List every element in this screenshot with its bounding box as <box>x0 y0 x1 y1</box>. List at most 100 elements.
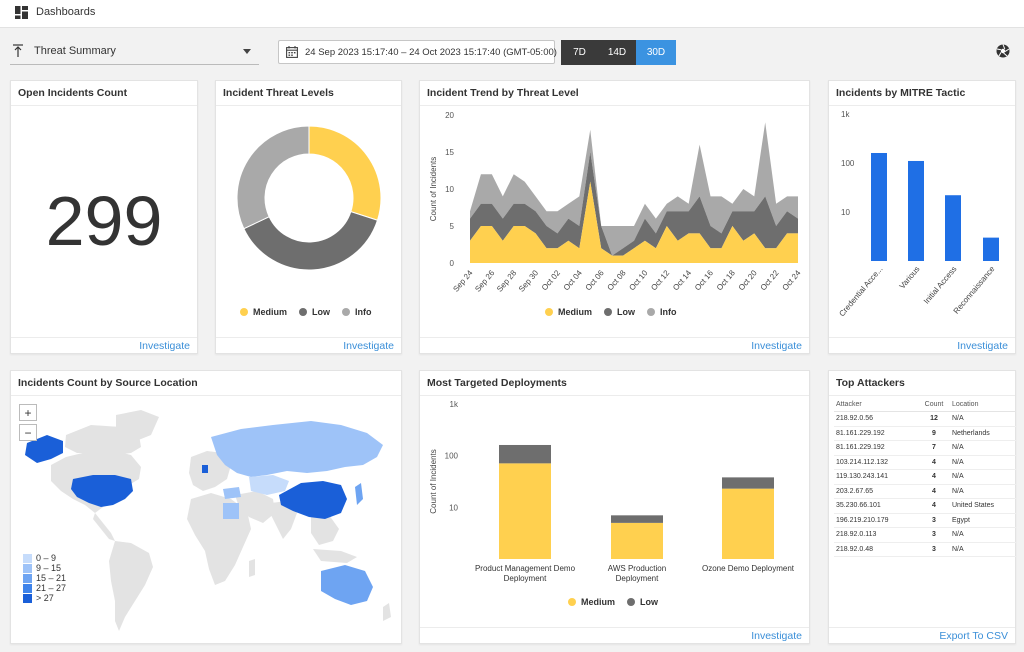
column-header[interactable]: Location <box>952 401 979 408</box>
legend-swatch <box>23 583 32 593</box>
zoom-in-button[interactable]: + <box>19 404 37 421</box>
threat-levels-panel: Incident Threat Levels Medium Low Info I… <box>215 80 402 354</box>
chevron-down-icon <box>243 49 251 54</box>
x-tick-label: Initial Access <box>922 265 959 306</box>
x-tick-label: Oct 08 <box>606 268 628 292</box>
donut-slice-info <box>236 125 310 230</box>
indonesia-shape <box>313 549 357 563</box>
area-series-low <box>470 152 798 256</box>
legend-label: Medium <box>581 597 616 607</box>
range-7d-button[interactable]: 7D <box>561 40 598 65</box>
legend-item-info[interactable]: Info <box>342 307 372 317</box>
y-tick-label: 10 <box>445 185 454 194</box>
legend-item-low[interactable]: Low <box>299 307 330 317</box>
world-map <box>25 410 391 631</box>
table-row[interactable]: 103.214.112.132 4 N/A <box>834 456 1016 470</box>
legend-dot <box>342 308 351 316</box>
x-tick-label: AWS Production <box>608 564 666 573</box>
donut-legend: Medium Low Info <box>240 307 384 317</box>
table-row[interactable]: 218.92.0.48 3 N/A <box>834 543 1016 557</box>
world-map-land <box>51 410 391 631</box>
area-series-info <box>470 122 798 256</box>
camera-aperture-icon[interactable] <box>996 44 1010 58</box>
table-row[interactable]: 81.161.229.192 7 N/A <box>834 441 1016 456</box>
app-title[interactable]: Dashboards <box>36 6 96 18</box>
alaska-shape <box>25 435 63 463</box>
panel-title: Top Attackers <box>836 377 905 389</box>
bar-segment-medium <box>722 488 774 559</box>
y-tick-label: 100 <box>445 452 459 461</box>
x-tick-label: Oct 02 <box>540 268 562 292</box>
investigate-link[interactable]: Investigate <box>139 340 190 352</box>
attacker-ip: 218.92.0.48 <box>836 545 873 553</box>
table-row[interactable]: 218.92.0.56 12 N/A <box>834 412 1016 427</box>
table-row[interactable]: 119.130.243.141 4 N/A <box>834 470 1016 485</box>
controls-row: Threat Summary 24 Sep 2023 15:17:40 – 24… <box>0 38 1024 68</box>
range-30d-button[interactable]: 30D <box>636 40 676 65</box>
attack-count: 9 <box>932 429 936 437</box>
x-tick-label: Oct 22 <box>759 268 781 292</box>
investigate-link[interactable]: Investigate <box>343 340 394 352</box>
threat-levels-donut-chart <box>236 125 382 271</box>
legend-item-medium[interactable]: Medium <box>568 597 615 607</box>
legend-dot <box>604 308 613 316</box>
panel-title: Incidents by MITRE Tactic <box>836 87 966 99</box>
attack-count: 4 <box>932 487 936 495</box>
attacker-ip: 196.219.210.179 <box>836 516 889 524</box>
range-14d-button[interactable]: 14D <box>598 40 636 65</box>
legend-item-info[interactable]: Info <box>647 307 677 317</box>
bar-segment-low <box>611 515 663 523</box>
column-header[interactable]: Attacker <box>836 401 862 408</box>
legend-item-low[interactable]: Low <box>627 597 658 607</box>
table-row[interactable]: 81.161.229.192 9 Netherlands <box>834 427 1016 441</box>
attack-count: 4 <box>932 502 936 510</box>
legend-item-medium[interactable]: Medium <box>545 307 592 317</box>
panel-title: Most Targeted Deployments <box>427 377 567 389</box>
legend-item-low[interactable]: Low <box>604 307 635 317</box>
zoom-out-button[interactable]: − <box>19 424 37 441</box>
y-tick-label: 100 <box>841 159 855 168</box>
panel-title: Open Incidents Count <box>18 87 128 99</box>
dashboard-grid-icon <box>15 6 28 19</box>
x-tick-label: Ozone Demo Deployment <box>702 564 795 573</box>
table-row[interactable]: 35.230.66.101 4 United States <box>834 499 1016 514</box>
attackers-table: Attacker Count Location 218.92.0.56 12 N/A… <box>834 398 1016 557</box>
divider <box>420 395 809 396</box>
x-tick-label: Oct 18 <box>715 268 737 292</box>
attacker-ip: 81.161.229.192 <box>836 429 885 437</box>
russia-shape <box>211 421 383 477</box>
legend-dot <box>627 598 636 606</box>
panel-footer: Investigate <box>420 337 809 353</box>
attacker-location: N/A <box>952 531 964 539</box>
attacker-location: N/A <box>952 545 964 553</box>
investigate-link[interactable]: Investigate <box>957 340 1008 352</box>
dashboard-select[interactable]: Threat Summary <box>10 38 259 65</box>
legend-label: 9 – 15 <box>36 563 62 573</box>
mitre-tactic-bar-chart: 10 100 1k Credential Acce... Various Initial … <box>837 110 999 318</box>
map-legend-item: 0 – 9 <box>23 553 66 563</box>
divider <box>11 395 401 396</box>
date-range-picker[interactable]: 24 Sep 2023 15:17:40 – 24 Oct 2023 15:17… <box>278 40 557 64</box>
x-tick-label: Reconnaissance <box>952 264 997 316</box>
legend-dot <box>299 308 308 316</box>
divider <box>829 395 1015 396</box>
y-tick-label: 1k <box>841 110 850 119</box>
table-row[interactable]: 196.219.210.179 3 Egypt <box>834 514 1016 528</box>
investigate-link[interactable]: Investigate <box>751 630 802 642</box>
divider <box>216 105 401 106</box>
x-tick-label: Deployment <box>504 574 547 583</box>
bar-segment-low <box>499 444 551 464</box>
legend-dot <box>647 308 656 316</box>
column-header[interactable]: Count <box>924 401 944 408</box>
divider <box>829 105 1015 106</box>
table-row[interactable]: 218.92.0.113 3 N/A <box>834 528 1016 543</box>
open-incidents-panel: Open Incidents Count 299 Investigate <box>10 80 198 354</box>
legend-item-medium[interactable]: Medium <box>240 307 287 317</box>
table-row[interactable]: 203.2.67.65 4 N/A <box>834 485 1016 499</box>
netherlands-shape <box>202 465 208 473</box>
investigate-link[interactable]: Investigate <box>751 340 802 352</box>
y-tick-label: 20 <box>445 111 454 120</box>
attacker-location: United States <box>952 502 995 510</box>
export-csv-link[interactable]: Export To CSV <box>939 630 1008 642</box>
